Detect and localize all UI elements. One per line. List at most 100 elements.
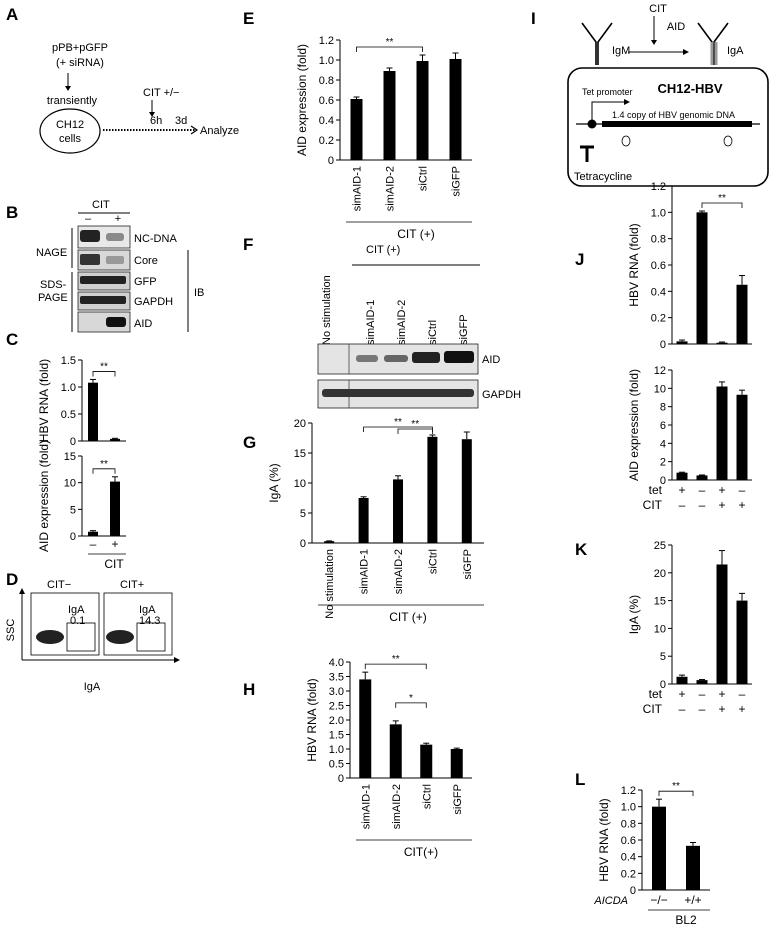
y-tick-label: 1.2 xyxy=(651,181,666,193)
condition-mark: + xyxy=(718,687,725,701)
y-tick-label: 25 xyxy=(654,540,666,552)
significance-bracket xyxy=(92,468,116,474)
panel-label-k: K xyxy=(575,540,588,559)
bar xyxy=(450,749,463,778)
condition-mark: + xyxy=(718,498,725,512)
y-tick-label: 5 xyxy=(660,651,666,663)
bar xyxy=(416,61,429,160)
x-category-label: siCtrl xyxy=(421,784,433,809)
group-label: CIT(+) xyxy=(404,845,438,859)
bar xyxy=(736,394,748,480)
y-tick-label: 4.0 xyxy=(329,657,344,669)
cit-header: CIT (+) xyxy=(366,244,400,256)
bar xyxy=(736,600,748,684)
condition-mark: – xyxy=(679,702,686,716)
cell-population xyxy=(106,630,134,644)
panel-label-e: E xyxy=(243,9,254,28)
y-axis-label: AID expression (fold) xyxy=(627,369,641,481)
condition-mark: + xyxy=(718,483,725,497)
cell-name: CH12 xyxy=(56,119,84,131)
bar xyxy=(358,498,369,543)
y-axis-label: HBV RNA (fold) xyxy=(37,359,51,442)
ssc-axis-label: SSC xyxy=(5,619,17,642)
y-tick-label: 0.2 xyxy=(319,135,334,147)
bar xyxy=(652,806,666,890)
x-category-label: siGFP xyxy=(462,549,474,580)
promoter-dot xyxy=(587,119,597,129)
condition-mark: – xyxy=(679,498,686,512)
y-tick-label: 0 xyxy=(630,885,636,897)
gate-pct-plus: 14.3 xyxy=(139,615,160,627)
x-category-label: simAID-2 xyxy=(391,784,403,829)
arrowhead-icon xyxy=(190,125,199,135)
condition-mark: – xyxy=(699,702,706,716)
y-tick-label: 2.5 xyxy=(329,701,344,713)
y-tick-label: 0.5 xyxy=(61,409,76,421)
significance-label: * xyxy=(409,693,413,704)
panel-label-g: G xyxy=(243,433,256,452)
gate-pct-minus: 0.1 xyxy=(70,615,85,627)
bar xyxy=(686,845,700,890)
gate-label-plus: IgA xyxy=(139,604,156,616)
bar-charts: 0 0.5 1.0 1.5 HBV RNA (fold) ** 0 5 10 15 AID expr… xyxy=(37,35,752,927)
y-tick-label: 0 xyxy=(70,531,76,543)
band xyxy=(356,355,378,362)
significance-label: ** xyxy=(386,37,394,48)
y-tick-label: 3.0 xyxy=(329,686,344,698)
y-tick-label: 10 xyxy=(654,383,666,395)
polya-icon xyxy=(621,135,631,147)
bar xyxy=(383,71,396,160)
band-label-aid: AID xyxy=(482,354,500,366)
y-tick-label: 0.6 xyxy=(319,95,334,107)
plasmid-label: pPB+pGFP xyxy=(52,42,108,54)
y-axis-label: AID expression (fold) xyxy=(37,440,51,552)
condition-mark: – xyxy=(699,498,706,512)
bar xyxy=(461,439,472,543)
y-tick-label: 15 xyxy=(64,451,76,463)
time-6h: 6h xyxy=(150,115,162,127)
y-tick-label: 0.5 xyxy=(329,759,344,771)
x-category-label: +/+ xyxy=(684,893,701,907)
y-tick-label: 0.8 xyxy=(621,818,636,830)
significance-bracket xyxy=(658,790,694,797)
y-tick-label: 0 xyxy=(70,436,76,448)
band xyxy=(106,256,124,264)
x-category-label: simAID-1 xyxy=(359,549,371,594)
panel-f-blot: CIT (+) No stimulation simAID-1 simAID-2… xyxy=(317,244,521,409)
panel-label-c: C xyxy=(6,330,18,349)
panel-label-f: F xyxy=(243,235,253,254)
band xyxy=(412,352,440,363)
bar xyxy=(696,212,708,344)
cell-population xyxy=(36,630,64,644)
band xyxy=(80,276,126,284)
y-tick-label: 1.0 xyxy=(329,744,344,756)
y-tick-label: 12 xyxy=(654,365,666,377)
significance-label: ** xyxy=(392,654,400,665)
y-tick-label: 20 xyxy=(294,418,306,430)
significance-label: ** xyxy=(411,419,419,430)
condition-mark: + xyxy=(718,702,725,716)
y-tick-label: 6 xyxy=(660,420,666,432)
igm-label: IgM xyxy=(612,45,630,57)
condition-mark: – xyxy=(699,687,706,701)
band-label-gapdh: GAPDH xyxy=(482,389,521,401)
band xyxy=(444,351,474,363)
cit-label: CIT xyxy=(649,3,667,15)
panel-label-d: D xyxy=(6,570,18,589)
y-axis-label: IgA (%) xyxy=(267,463,281,502)
bar xyxy=(676,676,688,684)
gene-label: AICDA xyxy=(593,895,628,907)
bar xyxy=(88,382,98,441)
y-tick-label: 10 xyxy=(294,478,306,490)
significance-bracket xyxy=(395,702,427,708)
x-category-label: simAID-2 xyxy=(393,549,405,594)
y-tick-label: 20 xyxy=(654,568,666,580)
y-tick-label: 0.4 xyxy=(651,286,666,298)
polya-icon xyxy=(723,135,733,147)
significance-bracket xyxy=(92,371,116,377)
band xyxy=(106,317,126,327)
gate-box xyxy=(66,622,96,652)
lane-simaid1: simAID-1 xyxy=(365,300,377,345)
condition-mark: + xyxy=(738,702,745,716)
